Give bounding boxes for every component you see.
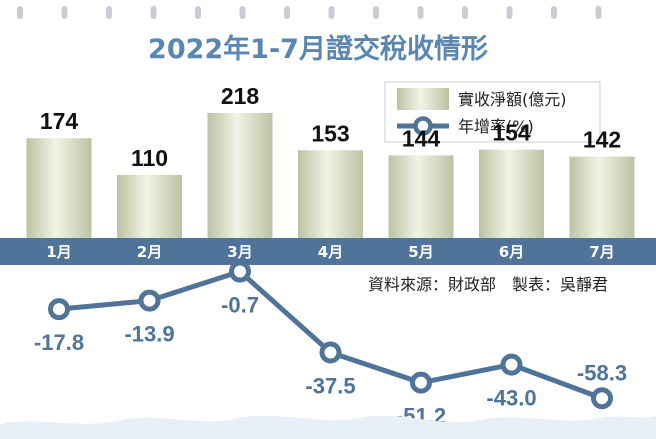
spiral-hole — [506, 6, 513, 19]
spiral-hole — [106, 6, 112, 19]
spiral-hole — [417, 6, 424, 19]
spiral-binding-decoration — [17, 6, 602, 19]
rate-value-label: -58.3 — [577, 360, 627, 385]
rate-value-label: -43.0 — [486, 386, 536, 411]
bar-value-labels: 174 110 218 153 144 154 142 — [40, 83, 621, 171]
bottom-decoration — [0, 415, 656, 439]
bar — [207, 113, 273, 238]
legend-line-marker — [413, 116, 433, 136]
bar-value-label: 154 — [492, 120, 531, 146]
bar — [479, 149, 544, 238]
spiral-hole — [551, 6, 557, 19]
bar — [298, 150, 363, 238]
bar — [569, 156, 635, 238]
spiral-hole — [462, 6, 468, 19]
spiral-hole — [17, 6, 23, 19]
bar-value-label: 142 — [583, 127, 621, 153]
category-label: 3月 — [227, 243, 252, 261]
spiral-hole — [373, 6, 379, 19]
rate-point — [138, 289, 161, 312]
rate-line-series: -17.8 -13.9-0.7-37.5-51.2-43.0-58.3 — [34, 260, 627, 429]
spiral-hole — [328, 6, 335, 19]
category-label: 4月 — [318, 243, 343, 261]
category-label: 7月 — [589, 243, 614, 261]
rate-point — [591, 387, 613, 410]
rate-value-label: -0.7 — [221, 293, 259, 318]
bar-value-label: 174 — [40, 108, 79, 134]
legend: 實收淨額(億元) 年增率(%) — [384, 81, 601, 143]
legend-bar-swatch — [397, 88, 449, 110]
rate-point — [319, 341, 342, 364]
category-label: 1月 — [46, 243, 71, 261]
rate-value-label: -37.5 — [305, 374, 355, 399]
rate-point — [48, 298, 70, 321]
bar-value-label: 110 — [131, 145, 168, 171]
bar-value-label: 153 — [311, 120, 349, 146]
category-label: 5月 — [408, 243, 433, 261]
rate-point — [410, 371, 432, 394]
category-band — [0, 238, 656, 265]
rate-point — [229, 260, 251, 283]
spiral-hole — [150, 6, 157, 19]
category-labels: 1月 2月 3月 4月 5月 6月 7月 — [46, 243, 614, 261]
spiral-hole — [284, 6, 290, 19]
category-label: 6月 — [499, 243, 524, 261]
legend-line-label: 年增率(%) — [458, 117, 534, 136]
bar-value-label: 218 — [221, 83, 260, 109]
category-label: 2月 — [137, 243, 162, 261]
legend-bar-label: 實收淨額(億元) — [458, 90, 567, 109]
rate-point — [500, 353, 523, 376]
spiral-hole — [61, 6, 68, 19]
spiral-hole — [595, 6, 602, 19]
bar — [26, 138, 92, 238]
bar-value-label: 144 — [402, 125, 441, 151]
rate-value-label: -17.8 — [34, 330, 84, 355]
rate-value-label: -13.9 — [124, 322, 174, 347]
bar-series — [26, 113, 635, 238]
bar — [117, 174, 182, 238]
bar — [388, 155, 454, 238]
spiral-hole — [195, 6, 201, 19]
source-note: 資料來源：財政部 製表：吳靜君 — [368, 275, 608, 294]
chart-title: 2022年1-7月證交稅收情形 — [148, 33, 488, 65]
spiral-hole — [239, 6, 246, 19]
